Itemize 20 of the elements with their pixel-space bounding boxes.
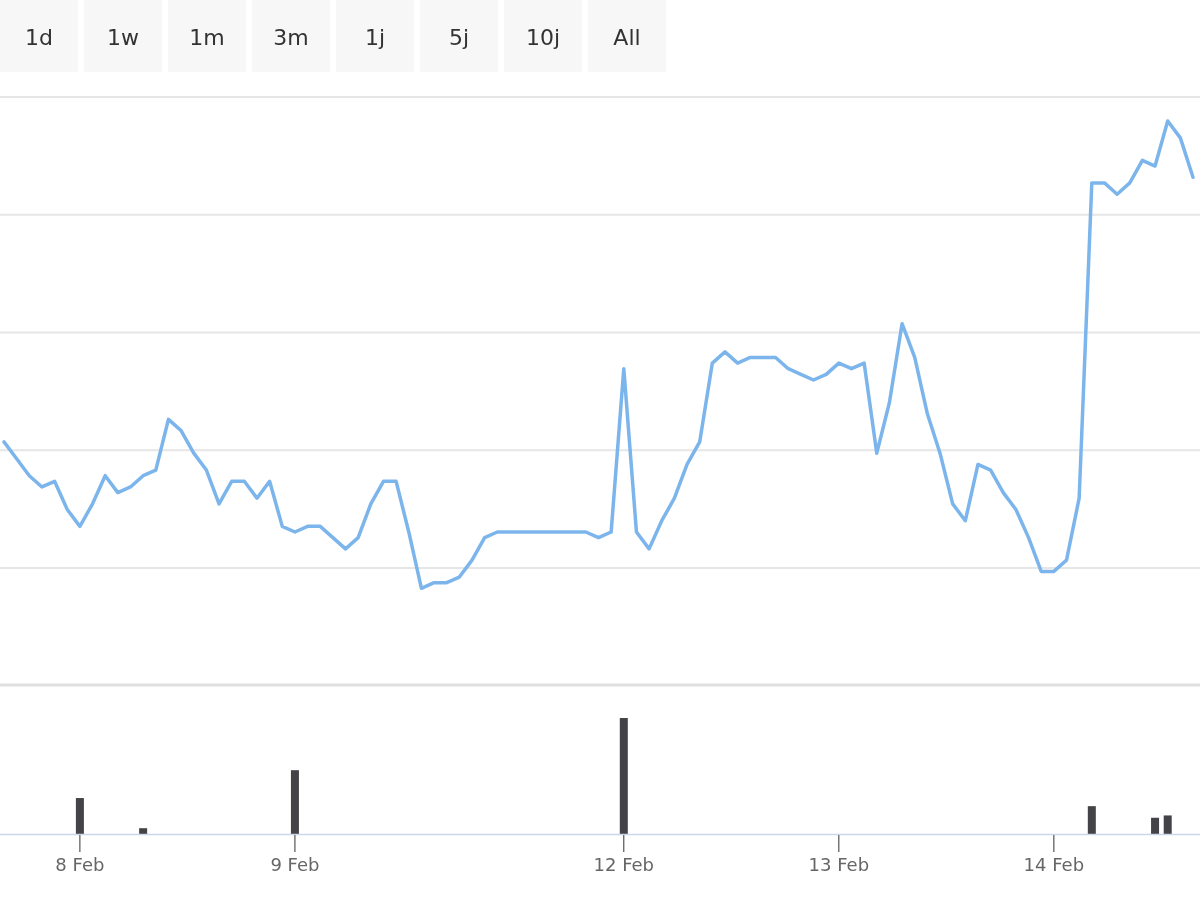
x-tick-label: 13 Feb xyxy=(808,854,870,875)
x-tick-label: 9 Feb xyxy=(270,854,320,875)
bar xyxy=(1087,806,1096,834)
text: 1j xyxy=(364,25,386,50)
bar xyxy=(619,718,628,834)
x-tick-label: 12 Feb xyxy=(593,854,655,875)
text: 1m xyxy=(189,25,225,50)
bar xyxy=(290,770,299,834)
bar xyxy=(1151,817,1160,834)
bar xyxy=(1163,815,1172,834)
bar xyxy=(139,828,148,834)
text: 1w xyxy=(107,25,139,50)
bar xyxy=(75,798,84,834)
text: 1d xyxy=(25,25,53,50)
text: 3m xyxy=(273,25,309,50)
text: 5j xyxy=(448,25,470,50)
text: All xyxy=(613,25,641,50)
x-tick-label: 8 Feb xyxy=(55,854,105,875)
text: 10j xyxy=(525,25,561,50)
x-tick-label: 14 Feb xyxy=(1023,854,1085,875)
